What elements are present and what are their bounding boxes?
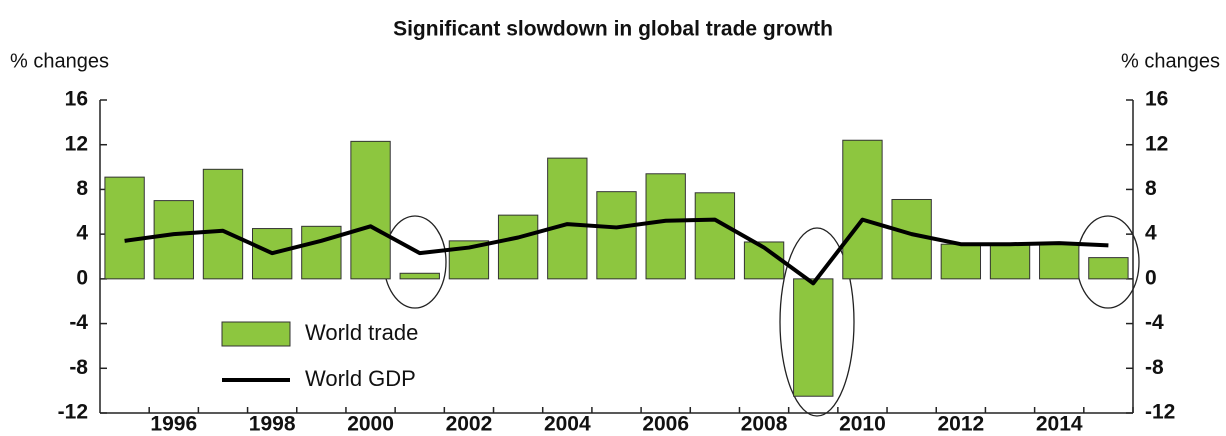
bar [399, 272, 440, 280]
y2-tick-label: -8 [1145, 356, 1164, 379]
y-axis-label: % changes [10, 50, 109, 72]
y2-tick-label: -4 [1145, 311, 1164, 334]
x-tick-label: 2000 [347, 413, 394, 436]
y2-tick-label: 12 [1145, 132, 1168, 155]
y-tick-label: -12 [58, 401, 88, 424]
x-tick-label: 2002 [446, 413, 493, 436]
bar [301, 225, 342, 280]
bar [104, 176, 145, 280]
bar [940, 243, 982, 280]
y-tick-label: -8 [69, 356, 88, 379]
bar [350, 140, 391, 280]
legend-swatch [221, 321, 291, 347]
x-tick-label: 2010 [839, 413, 886, 436]
y2-tick-label: 8 [1145, 177, 1157, 200]
bar [1088, 257, 1129, 280]
bar [645, 173, 686, 280]
x-tick-label: 2004 [544, 413, 591, 436]
x-tick-label: 1996 [150, 413, 197, 436]
x-tick-label: 1998 [249, 413, 296, 436]
bar [842, 139, 883, 280]
x-tick-label: 2008 [741, 413, 788, 436]
legend-label: World trade [305, 320, 418, 345]
bar [989, 243, 1031, 280]
bar [547, 157, 588, 280]
highlight-ellipse [383, 215, 447, 309]
bar [694, 192, 736, 280]
bar [153, 200, 194, 280]
x-tick-label: 2014 [1036, 413, 1083, 436]
line [124, 217, 1109, 286]
chart-title: Significant slowdown in global trade gro… [393, 18, 833, 41]
y-tick-label: 0 [76, 266, 88, 289]
y-tick-label: -4 [69, 311, 88, 334]
y-tick-label: 8 [76, 177, 88, 200]
y2-axis-label: % changes [1121, 50, 1220, 72]
bar [793, 278, 834, 397]
y2-tick-label: 16 [1145, 88, 1168, 111]
x-tick-label: 2012 [937, 413, 984, 436]
bar [497, 214, 539, 280]
y2-tick-label: 4 [1145, 222, 1157, 245]
y2-tick-label: 0 [1145, 266, 1157, 289]
legend-label: World GDP [305, 366, 416, 391]
bar [891, 198, 932, 280]
bar [596, 191, 637, 280]
highlight-ellipse [779, 227, 855, 417]
y-tick-label: 4 [76, 222, 88, 245]
y2-tick-label: -12 [1145, 401, 1175, 424]
y-tick-label: 16 [65, 88, 88, 111]
y-tick-label: 12 [65, 132, 88, 155]
bar [1039, 242, 1080, 280]
x-tick-label: 2006 [642, 413, 689, 436]
bar [202, 168, 244, 280]
